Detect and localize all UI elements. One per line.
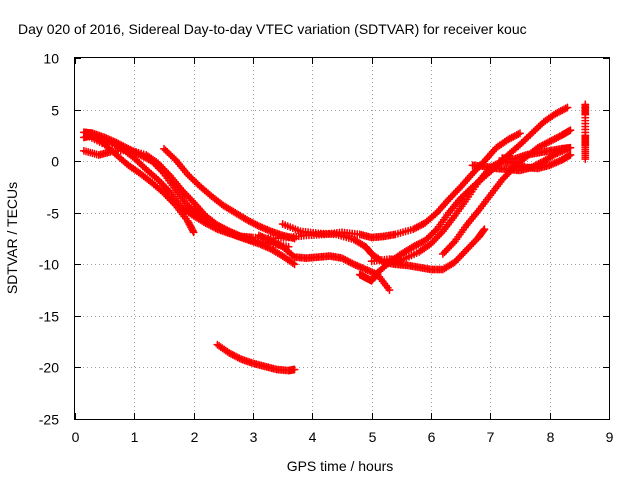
- data-point: [581, 155, 590, 164]
- x-tick-label: 5: [369, 429, 377, 445]
- series-tail: [581, 100, 590, 164]
- x-tick-label: 2: [191, 429, 199, 445]
- series-arc-12: [498, 143, 575, 164]
- data-point: [189, 228, 198, 237]
- axis-ticks: 0 1 2 3 4 5 6 7 8 9 -25 -20 -15 -10 -5 0 5 10: [39, 51, 614, 446]
- series-arc-4: [82, 131, 198, 237]
- series-arc-3: [79, 129, 524, 243]
- x-tick-label: 9: [606, 429, 614, 445]
- y-tick-label: -20: [39, 360, 59, 376]
- y-axis-label: SDTVAR / TECUs: [4, 182, 20, 294]
- data-point: [566, 126, 575, 135]
- y-tick-label: -10: [39, 257, 59, 273]
- x-tick-label: 7: [487, 429, 495, 445]
- y-tick-label: 10: [43, 51, 59, 67]
- grid: [75, 58, 609, 419]
- data-point: [516, 129, 524, 138]
- data-point: [566, 150, 575, 159]
- chart-title: Day 020 of 2016, Sidereal Day-to-day VTE…: [18, 21, 527, 37]
- data-point: [290, 260, 299, 269]
- data-point: [290, 234, 299, 243]
- data-point: [385, 286, 394, 295]
- y-tick-label: -25: [39, 412, 59, 428]
- plot-frame: [74, 57, 610, 420]
- x-tick-label: 6: [428, 429, 436, 445]
- y-tick-label: 5: [51, 103, 59, 119]
- y-tick-label: 0: [51, 154, 59, 170]
- x-tick-label: 0: [72, 429, 80, 445]
- x-tick-label: 3: [250, 429, 258, 445]
- series-arc-11: [468, 144, 572, 175]
- x-axis-label: GPS time / hours: [287, 458, 394, 474]
- y-tick-label: -5: [47, 206, 60, 222]
- y-tick-label: -15: [39, 309, 59, 325]
- data-layer: [79, 100, 590, 375]
- series-arc-13: [213, 340, 299, 375]
- data-point: [479, 226, 488, 235]
- series-arc-5: [160, 144, 299, 243]
- x-tick-label: 1: [131, 429, 139, 445]
- data-point: [563, 103, 572, 112]
- data-point: [480, 225, 489, 234]
- data-point: [566, 143, 575, 152]
- x-tick-label: 8: [547, 429, 555, 445]
- x-tick-label: 4: [309, 429, 317, 445]
- data-point: [290, 365, 299, 374]
